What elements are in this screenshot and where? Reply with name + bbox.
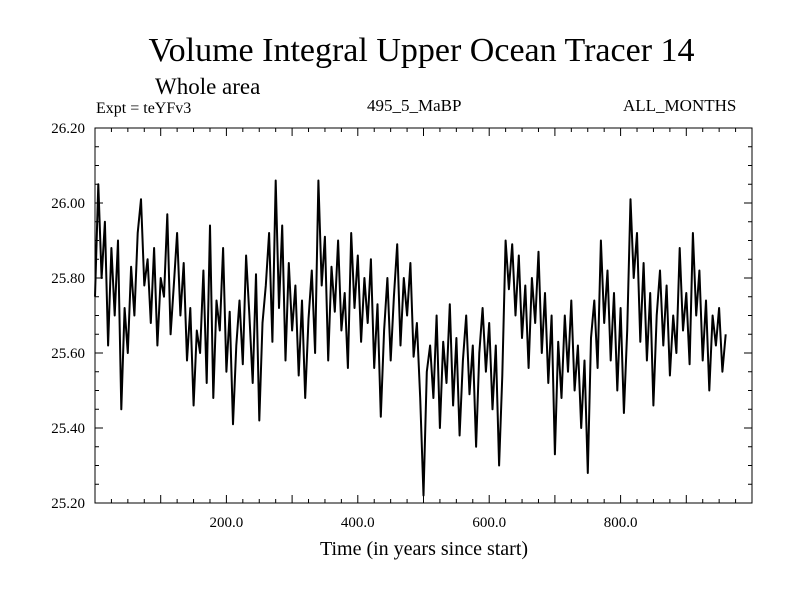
x-tick-label: 400.0 (341, 515, 375, 531)
tick-labels: 200.0 400.0 600.0 800.0 25.20 25.40 25.60 25.80… (51, 121, 637, 531)
chart-title: Volume Integral Upper Ocean Tracer 14 (148, 32, 695, 69)
y-tick-label: 25.20 (51, 496, 85, 512)
chart-subtitle: Whole area (155, 74, 261, 99)
x-axis-label: Time (in years since start) (320, 538, 528, 560)
period-label: ALL_MONTHS (623, 96, 737, 115)
x-tick-label: 800.0 (604, 515, 638, 531)
series-line (94, 179, 727, 497)
axis-ticks (95, 128, 752, 503)
x-tick-label: 600.0 (472, 515, 506, 531)
plot-frame (94, 127, 753, 504)
y-tick-label: 25.80 (51, 271, 85, 287)
y-tick-label: 26.20 (51, 121, 85, 137)
run-label: 495_5_MaBP (367, 96, 462, 115)
x-tick-label: 200.0 (210, 515, 244, 531)
y-tick-label: 26.00 (51, 196, 85, 212)
y-tick-label: 25.40 (51, 421, 85, 437)
experiment-label: Expt = teYFv3 (96, 100, 192, 117)
y-tick-label: 25.60 (51, 346, 85, 362)
